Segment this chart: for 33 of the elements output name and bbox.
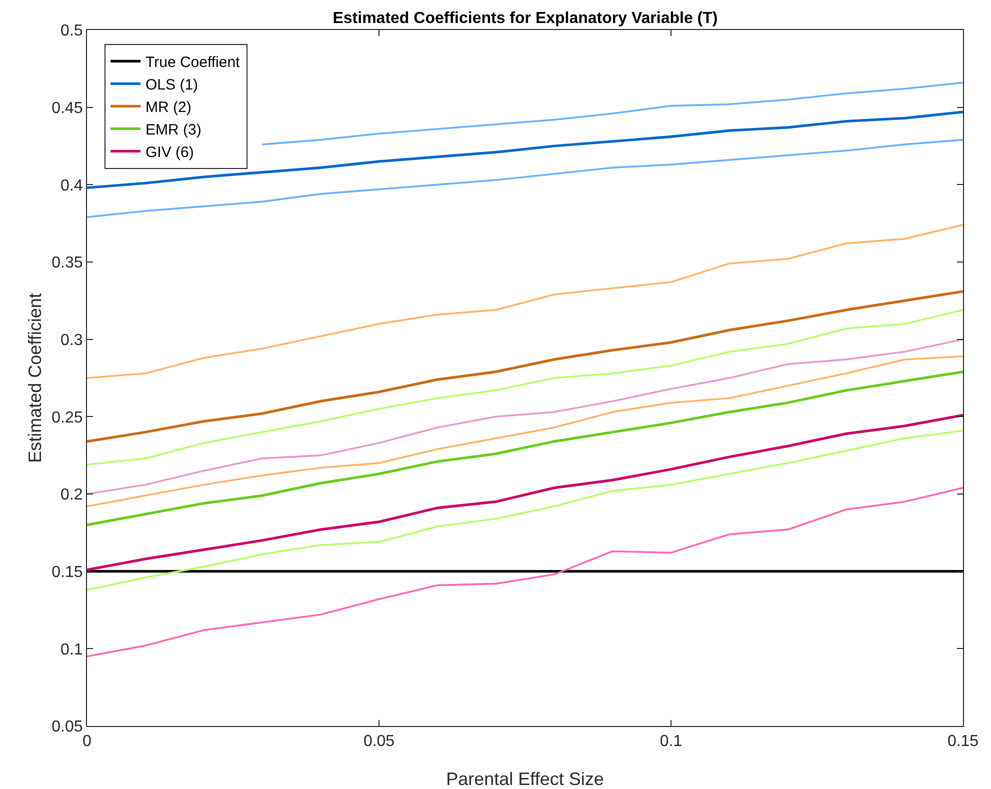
x-axis-title: Parental Effect Size xyxy=(446,769,604,789)
x-tick-label: 0.05 xyxy=(363,733,395,750)
legend-label: MR (2) xyxy=(146,99,192,116)
legend-label: OLS (1) xyxy=(146,76,198,94)
legend-label: True Coeffient xyxy=(146,54,241,72)
line-series xyxy=(87,138,963,218)
y-axis-title: Estimated Coefficient xyxy=(25,293,45,463)
x-tick-label: 0.1 xyxy=(660,733,682,750)
y-tick-label: 0.45 xyxy=(52,100,83,117)
line-series xyxy=(87,486,963,658)
line-series xyxy=(261,82,963,146)
line-series xyxy=(87,430,963,591)
y-tick-label: 0.35 xyxy=(52,254,83,272)
chart-title: Estimated Coefficients for Explanatory Variable (T) xyxy=(332,10,718,28)
line-series xyxy=(87,355,963,508)
y-tick-label: 0.15 xyxy=(52,564,83,581)
y-tick-label: 0.5 xyxy=(60,22,83,40)
legend-label: EMR (3) xyxy=(146,122,202,139)
y-tick-label: 0.4 xyxy=(60,177,83,194)
legend-label: GIV (6) xyxy=(146,144,194,162)
line-series xyxy=(87,414,963,572)
line-series xyxy=(87,309,963,466)
x-tick-label: 0 xyxy=(82,733,92,750)
line-series xyxy=(87,338,963,495)
x-tick-label: 0.15 xyxy=(947,733,979,750)
y-tick-label: 0.2 xyxy=(60,486,83,504)
y-tick-label: 0.3 xyxy=(60,332,83,349)
line-series xyxy=(87,290,963,443)
y-tick-label: 0.05 xyxy=(52,718,83,736)
line-series xyxy=(87,224,963,379)
line-series xyxy=(87,370,963,526)
y-tick-label: 0.25 xyxy=(52,409,83,426)
y-tick-label: 0.1 xyxy=(60,641,83,658)
